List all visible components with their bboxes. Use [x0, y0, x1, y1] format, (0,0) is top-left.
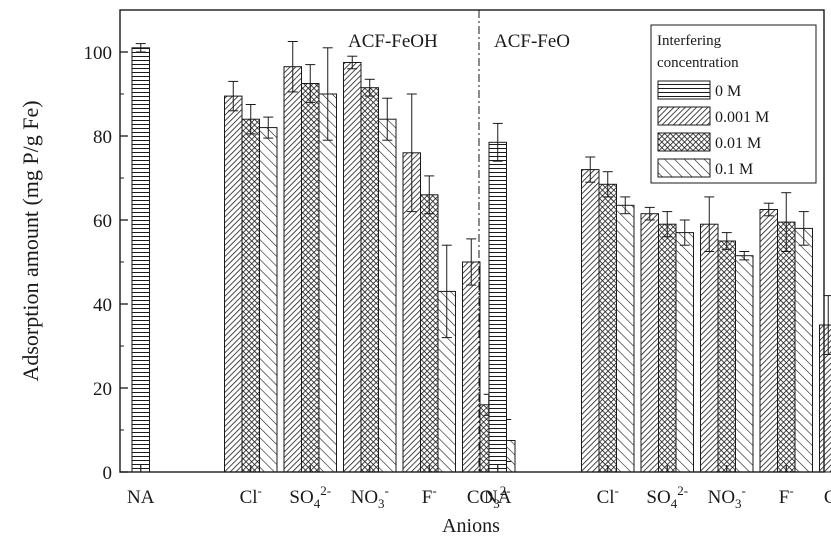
category-label: NA	[127, 487, 155, 508]
bar-1-1-s3	[617, 205, 635, 472]
legend-swatch-2	[658, 133, 710, 151]
bar-1-0-s0	[489, 142, 507, 472]
bar-0-1-s3	[260, 128, 278, 472]
category-label: Cl-	[240, 483, 262, 508]
y-tick-label: 80	[93, 127, 112, 148]
category-label: SO42-	[289, 483, 331, 511]
bar-0-2-s3	[319, 94, 337, 472]
bar-1-3-s1	[701, 224, 719, 472]
bar-1-4-s2	[778, 222, 796, 472]
legend-label-1: 0.001 M	[715, 109, 769, 126]
bar-1-4-s3	[795, 228, 813, 472]
y-tick-label: 100	[84, 43, 113, 64]
category-label: F-	[422, 483, 437, 508]
category-label: SO42-	[646, 483, 688, 511]
y-axis-title: Adsorption amount (mg P/g Fe)	[18, 100, 43, 381]
legend-title-line1: Interfering	[657, 33, 722, 49]
legend-label-0: 0 M	[715, 83, 741, 100]
bar-1-2-s1	[641, 214, 659, 472]
bar-0-2-s1	[284, 67, 302, 472]
y-tick-label: 20	[93, 379, 112, 400]
legend-swatch-1	[658, 107, 710, 125]
category-label: NO3-	[708, 483, 746, 511]
legend-label-2: 0.01 M	[715, 135, 761, 152]
category-label: CO32-	[824, 483, 831, 511]
category-label: NA	[484, 487, 512, 508]
bar-0-2-s2	[302, 84, 320, 473]
bar-1-4-s1	[760, 210, 778, 473]
y-tick-label: 0	[103, 463, 113, 484]
legend-swatch-0	[658, 81, 710, 99]
panel-label-left: ACF-FeOH	[348, 31, 438, 52]
legend-title-line2: concentration	[657, 55, 739, 71]
bar-0-3-s3	[379, 119, 397, 472]
category-label: F-	[779, 483, 794, 508]
bar-1-5-s1	[820, 325, 831, 472]
y-tick-label: 40	[93, 295, 112, 316]
panel-label-right: ACF-FeO	[494, 31, 570, 52]
category-label: Cl-	[597, 483, 619, 508]
bar-0-4-s2	[421, 195, 439, 472]
y-tick-label: 60	[93, 211, 112, 232]
bar-0-0-s0	[132, 48, 150, 472]
x-axis-title: Anions	[442, 515, 500, 537]
bar-1-2-s2	[659, 224, 677, 472]
category-label: NO3-	[351, 483, 389, 511]
legend-label-3: 0.1 M	[715, 161, 753, 178]
bar-0-1-s2	[242, 119, 260, 472]
bar-1-3-s3	[736, 256, 754, 472]
bar-0-1-s1	[225, 96, 243, 472]
legend: Interfering concentration 0 M 0.001 M 0.01…	[651, 25, 816, 183]
y-axis-title-text: Adsorption amount (mg P/g Fe)	[18, 100, 43, 381]
bar-1-1-s2	[599, 184, 617, 472]
bar-1-2-s3	[676, 233, 694, 472]
bar-0-3-s1	[344, 63, 362, 473]
bar-0-5-s1	[463, 262, 481, 472]
bar-1-3-s2	[718, 241, 736, 472]
bar-1-1-s1	[582, 170, 600, 472]
legend-swatch-3	[658, 159, 710, 177]
bar-0-3-s2	[361, 88, 379, 472]
